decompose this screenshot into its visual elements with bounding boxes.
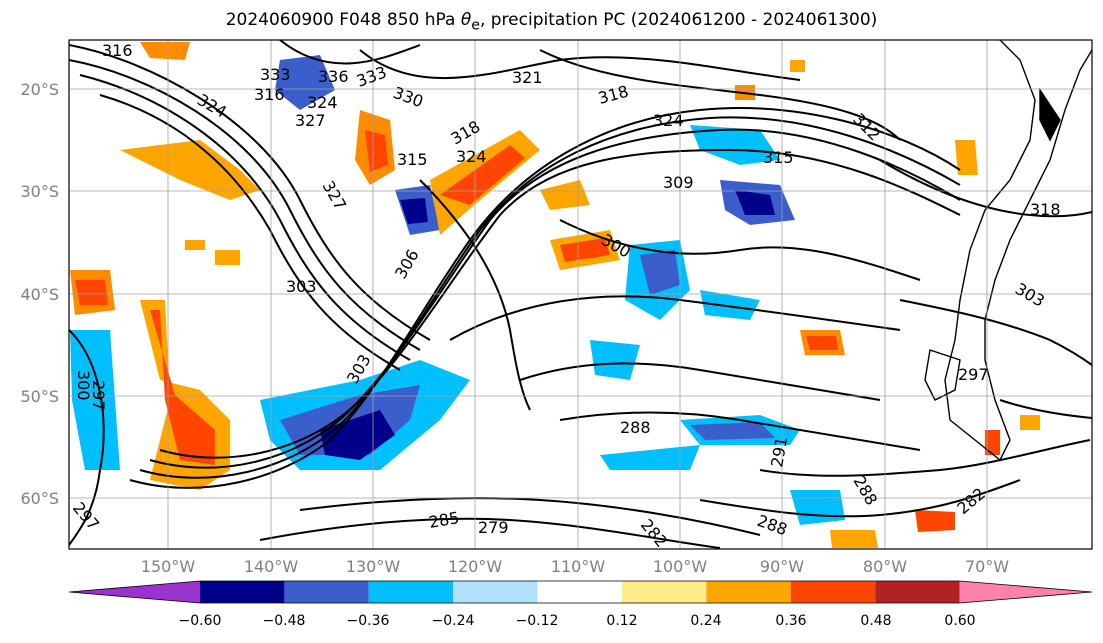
colorbar-tick: −0.48: [263, 613, 306, 629]
contour-label: 324: [653, 111, 684, 130]
colorbar: −0.60 −0.48 −0.36 −0.24 −0.12 0.12 0.24 …: [68, 580, 1093, 629]
contour-label: 324: [307, 93, 338, 112]
lat-label: 20°S: [20, 80, 59, 99]
contour-label: 321: [512, 68, 543, 87]
lat-label: 40°S: [20, 285, 59, 304]
colorbar-swatch: [537, 581, 622, 603]
colorbar-swatch: [959, 581, 1092, 603]
contour-label: 315: [763, 148, 794, 167]
lon-label: 150°W: [141, 557, 196, 576]
contour-label: 336: [318, 67, 349, 86]
colorbar-tick: −0.12: [516, 613, 559, 629]
contour-label: 297: [89, 380, 108, 411]
lon-label: 120°W: [448, 557, 503, 576]
colorbar-outline: [68, 580, 1093, 604]
lon-label: 130°W: [346, 557, 401, 576]
map-frame: [68, 39, 1093, 550]
contour-label: 288: [620, 418, 651, 437]
land-outline: [924, 40, 1092, 462]
contour-label: 333: [260, 65, 291, 84]
contour-label: 297: [958, 365, 989, 384]
colorbar-swatch: [453, 581, 538, 603]
colorbar-swatch: [284, 581, 369, 603]
colorbar-swatch: [368, 581, 454, 603]
lon-label: 90°W: [760, 557, 804, 576]
lon-label: 100°W: [653, 557, 708, 576]
colorbar-tick: 0.48: [860, 613, 891, 629]
map-plot-area: 316 324 316 333 336 330 321 318 333 324 …: [69, 40, 1092, 549]
colorbar-swatch: [875, 581, 960, 603]
contour-label: 316: [254, 85, 285, 104]
lon-label: 110°W: [551, 557, 606, 576]
map-title: 2024060900 F048 850 hPa θe, precipitatio…: [225, 10, 878, 34]
contour-label: 309: [663, 173, 694, 192]
colorbar-tick: 0.36: [775, 613, 806, 629]
precip-shading: [70, 42, 1040, 548]
lat-label: 30°S: [20, 182, 59, 201]
lat-labels: 20°S 30°S 40°S 50°S 60°S: [20, 80, 59, 508]
lon-label: 80°W: [863, 557, 907, 576]
colorbar-swatch: [706, 581, 791, 603]
contour-label: 300: [74, 370, 93, 401]
colorbar-tick: −0.24: [432, 613, 475, 629]
lat-label: 60°S: [20, 489, 59, 508]
colorbar-tick: 0.60: [944, 613, 975, 629]
theta-e-contours: [69, 40, 1092, 549]
contour-label: 315: [397, 150, 428, 169]
lat-label: 50°S: [20, 387, 59, 406]
lon-label: 140°W: [244, 557, 299, 576]
colorbar-tick: −0.60: [179, 613, 222, 629]
colorbar-tick: −0.36: [347, 613, 390, 629]
contour-label: 303: [286, 277, 317, 296]
colorbar-swatch: [200, 581, 285, 603]
map-gridlines: [69, 40, 1092, 549]
colorbar-swatch: [622, 581, 707, 603]
colorbar-tick: 0.24: [690, 613, 721, 629]
contour-labels: 316 324 316 333 336 330 321 318 333 324 …: [69, 41, 1061, 549]
lon-labels: 150°W 140°W 130°W 120°W 110°W 100°W 90°W…: [141, 557, 1009, 576]
contour-label: 316: [102, 41, 133, 60]
contour-label: 327: [295, 111, 326, 130]
colorbar-swatch: [69, 581, 200, 603]
contour-label: 279: [478, 518, 509, 537]
colorbar-tick: 0.12: [606, 613, 637, 629]
colorbar-swatch: [790, 581, 876, 603]
contour-label: 318: [1030, 200, 1061, 219]
lon-label: 70°W: [965, 557, 1009, 576]
contour-label: 324: [456, 147, 487, 166]
